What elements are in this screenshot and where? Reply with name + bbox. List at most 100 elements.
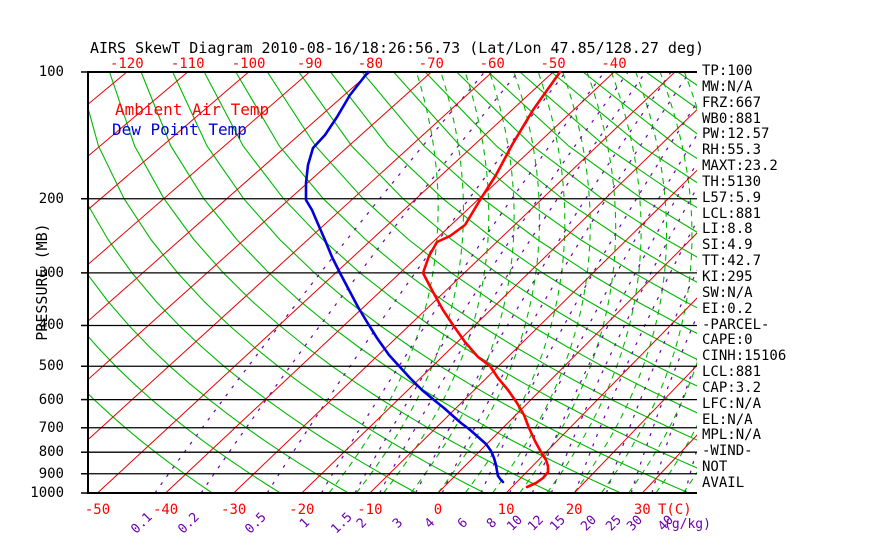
parameter-item: TH:5130 bbox=[702, 173, 762, 190]
grid-lines bbox=[0, 72, 697, 493]
parameter-item: EL:N/A bbox=[702, 411, 753, 428]
isotherm-line bbox=[369, 169, 697, 493]
top-temp-tick-label: -40 bbox=[601, 56, 627, 72]
pressure-tick-label: 600 bbox=[38, 391, 64, 408]
parameter-item: SW:N/A bbox=[702, 284, 753, 301]
pressure-tick-label: 700 bbox=[38, 419, 64, 436]
temp-unit-label: T(C) bbox=[658, 502, 692, 518]
isotherm-line bbox=[97, 72, 554, 493]
mixing-ratio-line bbox=[441, 72, 691, 493]
mixing-ratio-line bbox=[531, 161, 697, 493]
pressure-tick-label: 300 bbox=[38, 264, 64, 281]
moist-adiabat-line bbox=[437, 72, 540, 493]
dry-adiabat-line bbox=[393, 72, 697, 309]
dry-adiabat-line bbox=[88, 106, 485, 493]
dewpoint-curve bbox=[304, 70, 505, 484]
top-temp-tick-label: -60 bbox=[479, 56, 505, 72]
pressure-tick-label: 200 bbox=[38, 190, 64, 207]
isotherm-line bbox=[88, 72, 189, 157]
moist-adiabat-line bbox=[464, 72, 566, 493]
pressure-tick-label: 100 bbox=[38, 64, 64, 80]
isotherm-line bbox=[573, 364, 697, 493]
pressure-tick-label: 800 bbox=[38, 444, 64, 461]
top-temp-tick-label: -80 bbox=[357, 56, 384, 72]
dry-adiabat-line bbox=[203, 72, 697, 469]
parameter-item: -WIND- bbox=[702, 443, 753, 460]
mixing-ratio-line bbox=[509, 133, 697, 493]
moist-adiabat-line bbox=[546, 72, 642, 493]
parameter-item: CINH:15106 bbox=[702, 348, 787, 365]
mixing-ratio-line bbox=[266, 72, 567, 493]
moist-adiabat-line bbox=[410, 72, 515, 493]
parameter-item: RH:55.3 bbox=[702, 142, 762, 159]
pressure-axis-label: PRESSURE (MB) bbox=[33, 223, 51, 341]
parameter-item: PW:12.57 bbox=[702, 126, 770, 143]
mixing-ratio-line bbox=[630, 314, 697, 493]
dry-adiabat-line bbox=[88, 203, 417, 493]
parameter-item: TP:100 bbox=[702, 63, 753, 79]
dry-adiabat-line bbox=[88, 392, 213, 493]
moist-adiabat-line bbox=[600, 72, 693, 493]
top-temp-tick-label: -110 bbox=[170, 56, 205, 72]
dry-adiabat-line bbox=[330, 72, 697, 361]
legend-dew-point-temp: Dew Point Temp bbox=[112, 120, 247, 139]
parameter-item: KI:295 bbox=[702, 268, 753, 285]
top-temp-tick-label: -70 bbox=[418, 56, 444, 72]
isotherm-line bbox=[88, 72, 310, 266]
moist-adiabat-line bbox=[383, 72, 490, 493]
parameter-panel: TP:100 MW:N/A FRZ:667 WB0:881 PW:12.57 RH:55.… bbox=[702, 63, 787, 492]
mixing-ratio-line bbox=[605, 269, 697, 493]
dry-adiabat-line bbox=[235, 72, 697, 441]
parameter-item: TT:42.7 bbox=[702, 253, 762, 270]
isotherm-line bbox=[233, 72, 676, 493]
parameter-item: CAPE:0 bbox=[702, 332, 753, 349]
top-temp-tick-label: -90 bbox=[296, 56, 323, 72]
bottom-temp-tick-label: -30 bbox=[221, 502, 247, 518]
dry-adiabat-line bbox=[424, 72, 697, 283]
parameter-item: MAXT:23.2 bbox=[702, 158, 778, 175]
parameter-item: LCL:881 bbox=[702, 364, 762, 381]
bottom-temp-tick-label: 20 bbox=[565, 502, 583, 518]
parameter-item: L57:5.9 bbox=[702, 189, 762, 206]
isotherm-line bbox=[88, 72, 432, 381]
parameter-item: LCL:881 bbox=[702, 205, 762, 222]
isotherm-line bbox=[505, 297, 697, 493]
moist-adiabat-line bbox=[628, 72, 697, 493]
parameter-item: SI:4.9 bbox=[702, 237, 753, 254]
dry-adiabat-line bbox=[361, 72, 697, 334]
dry-adiabat-line bbox=[88, 274, 349, 493]
mixing-ratio-line bbox=[415, 72, 672, 493]
dry-adiabat-line bbox=[519, 72, 697, 209]
bottom-temp-tick-label: 30 bbox=[633, 502, 651, 518]
parameter-item: AVAIL bbox=[702, 474, 745, 491]
dry-adiabat-line bbox=[108, 72, 553, 493]
moist-adiabat-line bbox=[355, 72, 465, 493]
top-temp-tick-label: -120 bbox=[109, 56, 144, 72]
parameter-item: LI:8.8 bbox=[702, 221, 753, 238]
parameter-item: CAP:3.2 bbox=[702, 379, 762, 396]
bottom-temp-tick-label: -40 bbox=[152, 502, 179, 518]
parameter-item: WB0:881 bbox=[702, 110, 762, 127]
bottom-temp-tick-label: 0 bbox=[433, 502, 443, 518]
mixing-ratio-line bbox=[574, 219, 697, 493]
moist-adiabat-line bbox=[519, 72, 617, 493]
bottom-temp-tick-label: -50 bbox=[84, 502, 111, 518]
mixing-ratio-line bbox=[320, 72, 605, 493]
bottom-temp-tick-label: -10 bbox=[357, 502, 383, 518]
pressure-tick-label: 400 bbox=[38, 317, 64, 334]
top-temp-tick-label: -100 bbox=[231, 56, 266, 72]
chart-title: AIRS SkewT Diagram 2010-08-16/18:26:56.7… bbox=[89, 39, 705, 57]
parameter-item: FRZ:667 bbox=[702, 94, 762, 111]
moist-adiabat-line bbox=[328, 72, 439, 493]
dry-adiabat-line bbox=[88, 335, 281, 493]
isotherm-line bbox=[0, 72, 5, 493]
dry-adiabat-line bbox=[456, 72, 697, 258]
parameter-item: MPL:N/A bbox=[702, 427, 762, 444]
legend-ambient-air-temp: Ambient Air Temp bbox=[115, 100, 270, 119]
mixing-ratio-line bbox=[480, 101, 697, 493]
pressure-tick-label: 500 bbox=[38, 358, 64, 375]
parameter-item: -PARCEL- bbox=[702, 316, 770, 333]
parameter-item: NOT bbox=[702, 459, 728, 476]
temperature-curve bbox=[421, 70, 562, 489]
